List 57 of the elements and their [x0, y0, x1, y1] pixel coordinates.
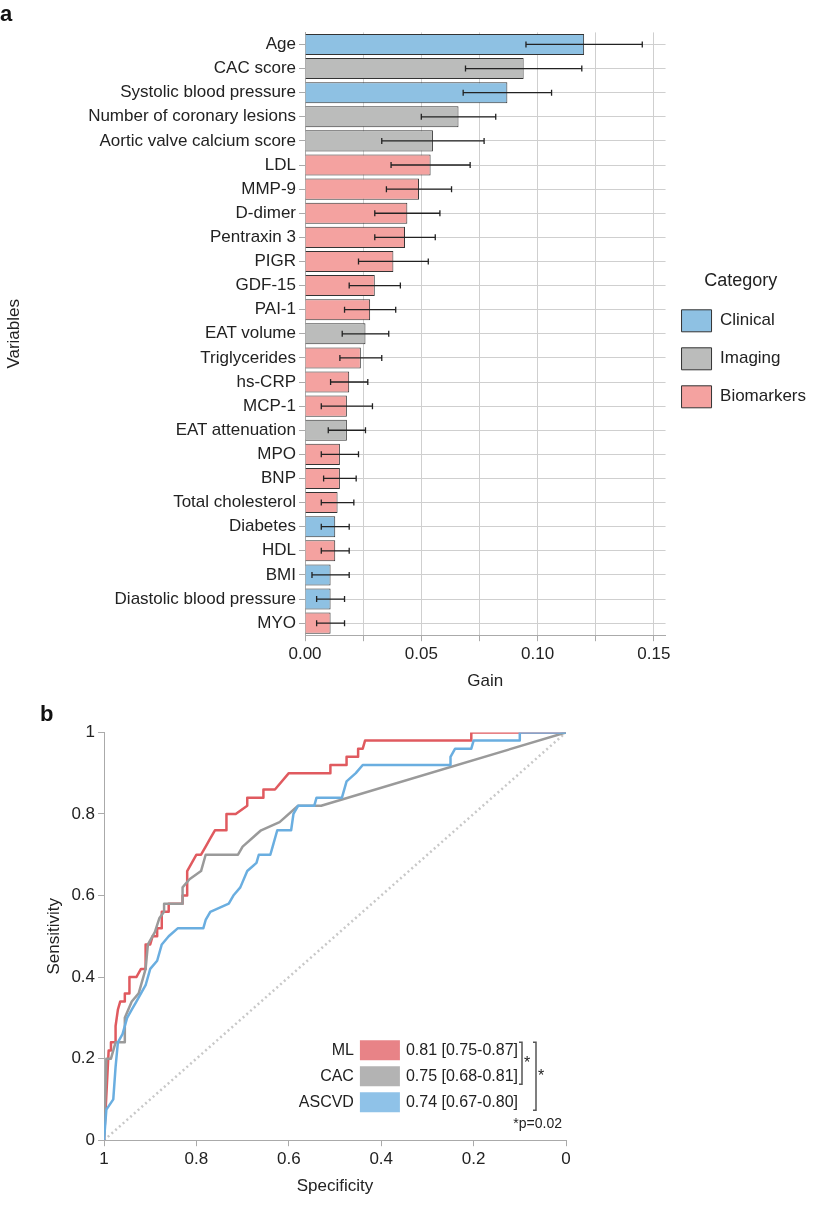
y-tick-label: BMI: [265, 564, 296, 584]
x-tick-label: 0.15: [637, 644, 671, 664]
y-tick-label: Systolic blood pressure: [120, 82, 296, 102]
y-tick-label: PAI-1: [254, 299, 296, 319]
y-tick-label: 0.2: [71, 1048, 96, 1068]
x-tick-label: 0.4: [369, 1149, 394, 1169]
y-tick-label: hs-CRP: [236, 371, 296, 391]
chart-title: b: [40, 701, 54, 727]
legend-label: Biomarkers: [720, 386, 807, 406]
y-tick-label: D-dimer: [235, 202, 297, 222]
legend-title: Category: [704, 270, 778, 291]
annotation: 0.74 [0.67-0.80]: [405, 1092, 519, 1110]
annotation: *: [524, 1053, 531, 1071]
y-tick-label: HDL: [261, 540, 296, 560]
x-tick-label: 0.2: [461, 1149, 486, 1169]
y-tick-label: Triglycerides: [200, 347, 296, 367]
y-axis-title: Variables: [3, 298, 23, 369]
y-tick-label: Total cholesterol: [173, 492, 296, 512]
x-tick-label: 0: [561, 1149, 571, 1169]
y-tick-label: Diastolic blood pressure: [114, 588, 296, 608]
legend-label: ML: [331, 1040, 355, 1058]
legend-label: Imaging: [720, 348, 781, 368]
y-tick-label: BNP: [261, 468, 296, 488]
y-tick-label: MMP-9: [241, 178, 296, 198]
annotation: *: [538, 1066, 545, 1084]
y-tick-label: EAT attenuation: [175, 419, 296, 439]
annotation: 0.81 [0.75-0.87]: [405, 1040, 519, 1058]
legend-label: ASCVD: [298, 1092, 354, 1110]
y-tick-label: MCP-1: [243, 395, 296, 415]
y-tick-label: 0.4: [71, 966, 96, 986]
x-tick-label: 0.10: [521, 644, 555, 664]
y-tick-label: Pentraxin 3: [210, 227, 296, 247]
y-axis-title: Sensitivity: [43, 897, 63, 975]
y-tick-label: 0.8: [71, 803, 96, 823]
legend-label: CAC: [320, 1066, 354, 1084]
y-tick-label: Aortic valve calcium score: [99, 130, 296, 150]
x-axis-title: Gain: [467, 671, 504, 691]
x-tick-label: 0.05: [404, 644, 438, 664]
y-tick-label: 0: [85, 1129, 96, 1149]
y-tick-label: 1: [85, 722, 96, 742]
x-tick-label: 0.00: [288, 644, 322, 664]
y-tick-label: 0.6: [71, 885, 96, 905]
y-tick-label: LDL: [264, 154, 296, 174]
y-tick-label: MPO: [257, 444, 296, 464]
y-tick-label: MYO: [257, 612, 296, 632]
x-axis-title: Specificity: [296, 1176, 374, 1196]
y-tick-label: GDF-15: [235, 275, 296, 295]
y-tick-label: PIGR: [254, 251, 296, 271]
y-tick-label: Diabetes: [228, 516, 296, 536]
legend-label: Clinical: [720, 310, 775, 330]
annotation: 0.75 [0.68-0.81]: [405, 1066, 519, 1084]
y-tick-label: Age: [265, 34, 296, 54]
y-tick-label: EAT volume: [204, 323, 296, 343]
y-tick-label: CAC score: [213, 58, 296, 78]
annotation: *p=0.02: [513, 1115, 563, 1132]
y-tick-label: Number of coronary lesions: [88, 106, 296, 126]
text: a: [0, 1, 13, 27]
